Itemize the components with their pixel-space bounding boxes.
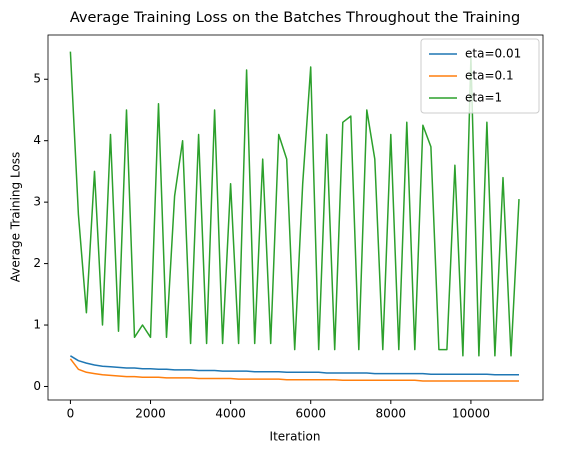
y-axis-label: Average Training Loss [9,152,23,283]
y-tick-label: 4 [33,133,41,147]
x-tick-label: 8000 [376,407,407,421]
x-axis-label: Iteration [270,430,321,444]
legend-box [420,38,540,114]
legend-label: eta=1 [465,91,502,105]
line-series [70,355,519,376]
legend-label: eta=0.01 [465,47,521,61]
y-tick-label: 0 [33,379,41,393]
x-tick-label: 6000 [295,407,326,421]
line-series [69,51,520,357]
x-tick-label: 10000 [452,407,490,421]
y-tick-label: 3 [33,195,41,209]
x-tick-label: 0 [67,407,75,421]
y-tick-label: 2 [33,256,41,270]
plot-frame [47,34,544,401]
x-tick-label: 2000 [135,407,166,421]
chart-title: Average Training Loss on the Batches Thr… [70,10,520,26]
line-series [69,358,519,382]
y-tick-label: 1 [33,318,41,332]
legend-label: eta=0.1 [465,69,514,83]
x-tick-label: 4000 [215,407,246,421]
y-tick-label: 5 [33,72,41,86]
